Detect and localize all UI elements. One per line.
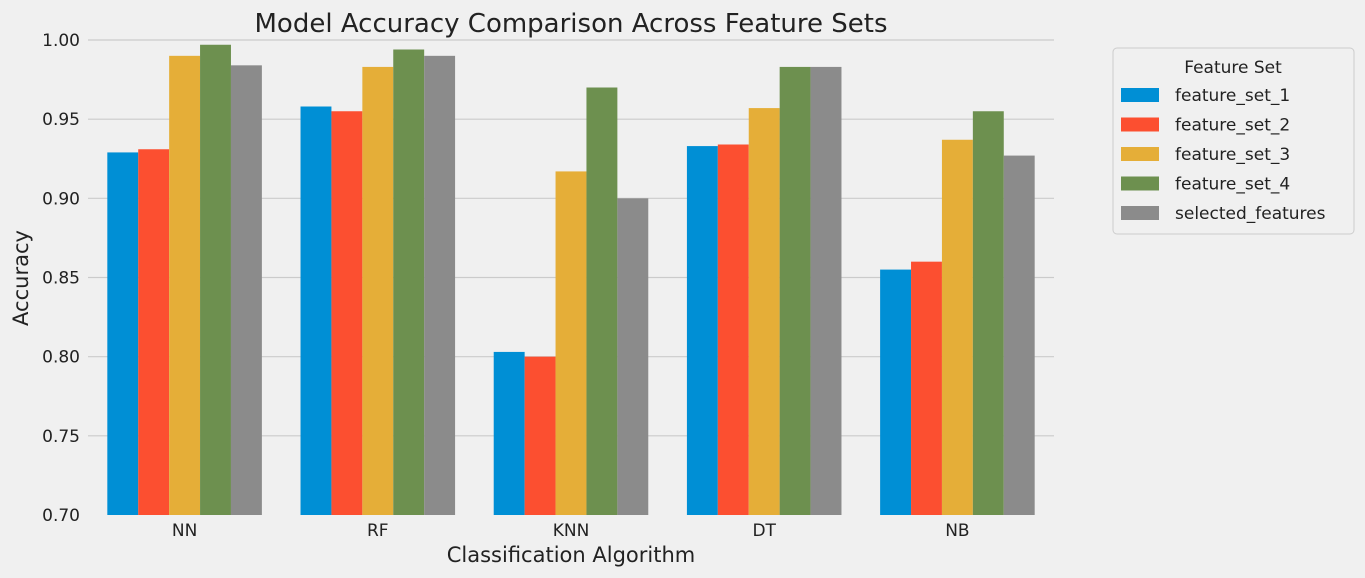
bars [107, 44, 1035, 516]
x-tick-label: KNN [553, 521, 590, 541]
bar-knn-feature-set-4 [586, 87, 618, 515]
bar-rf-feature-set-4 [393, 49, 425, 515]
x-tick-label: NB [945, 521, 969, 541]
bar-rf-feature-set-1 [300, 106, 332, 515]
bar-dt-feature-set-1 [686, 146, 718, 516]
legend-title: Feature Set [1184, 58, 1282, 78]
legend-label: feature_set_1 [1175, 86, 1290, 106]
bar-knn-feature-set-3 [555, 171, 587, 515]
y-tick-label: 1.00 [42, 31, 80, 51]
y-tick-label: 0.90 [42, 189, 80, 209]
legend-swatch [1121, 147, 1159, 161]
bar-nn-feature-set-1 [107, 152, 139, 515]
y-tick-label: 0.95 [42, 110, 80, 130]
x-tick-labels: NN RF KNN DT NB [172, 521, 970, 541]
legend-swatch [1121, 117, 1159, 132]
bar-nb-feature-set-3 [941, 139, 973, 515]
legend: Feature Set feature_set_1 feature_set_2fe… [1112, 47, 1355, 235]
bar-rf-feature-set-2 [331, 111, 363, 515]
bar-nb-selected-features [1003, 155, 1035, 516]
y-tick-labels: 0.70 0.75 0.80 0.85 0.90 0.95 1.00 [42, 31, 80, 526]
bar-knn-selected-features [617, 198, 649, 516]
bar-nb-feature-set-4 [972, 111, 1004, 515]
y-tick-label: 0.75 [42, 427, 80, 447]
legend-label: feature_set_4 [1175, 175, 1290, 195]
legend-label: feature_set_3 [1175, 145, 1290, 165]
bar-nn-feature-set-2 [138, 149, 170, 515]
y-tick-label: 0.70 [42, 506, 80, 526]
x-tick-label: DT [752, 521, 776, 541]
bar-dt-feature-set-3 [748, 108, 780, 515]
bar-dt-selected-features [810, 66, 842, 516]
bar-rf-feature-set-3 [362, 66, 394, 516]
legend-box [1112, 47, 1355, 235]
chart-title: Model Accuracy Comparison Across Feature… [255, 9, 888, 39]
bar-nn-feature-set-4 [200, 44, 231, 515]
bar-nb-feature-set-2 [911, 261, 942, 515]
legend-label: feature_set_2 [1175, 116, 1290, 136]
bar-dt-feature-set-2 [717, 144, 749, 515]
bar-nb-feature-set-1 [880, 269, 912, 515]
legend-swatch [1121, 206, 1159, 220]
bar-rf-selected-features [424, 55, 456, 515]
y-tick-label: 0.80 [42, 348, 80, 368]
bar-knn-feature-set-2 [524, 356, 556, 515]
x-axis-label: Classification Algorithm [447, 543, 695, 567]
x-tick-label: RF [367, 521, 389, 541]
bar-knn-feature-set-1 [493, 351, 525, 515]
y-axis-label: Accuracy [9, 230, 33, 326]
x-tick-label: NN [172, 521, 197, 541]
bar-nn-feature-set-3 [169, 55, 201, 515]
bar-nn-selected-features [230, 65, 262, 515]
legend-label: selected_features [1175, 204, 1326, 224]
bar-dt-feature-set-4 [779, 66, 811, 516]
y-tick-label: 0.85 [42, 269, 80, 289]
legend-swatch [1121, 176, 1159, 191]
legend-swatch [1121, 88, 1159, 102]
